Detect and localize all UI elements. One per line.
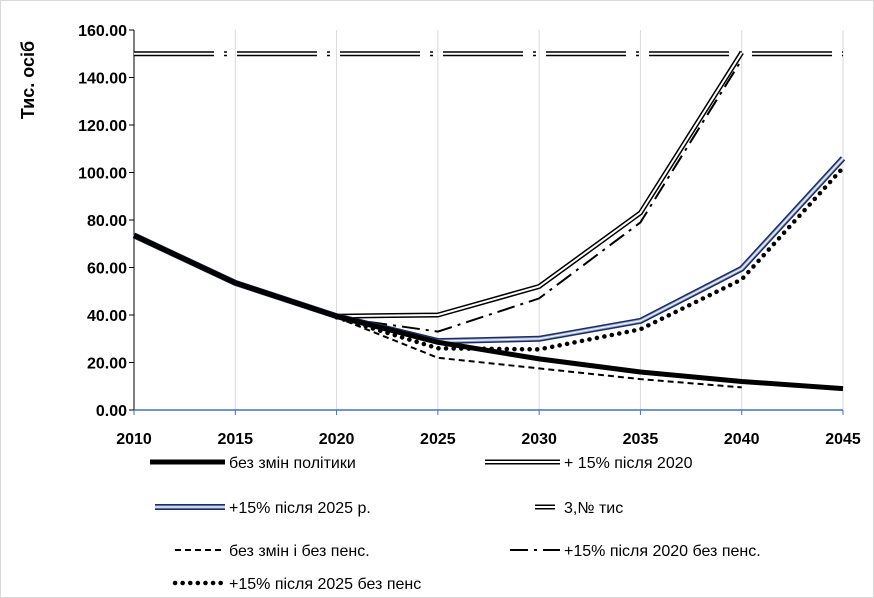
legend-item-5: без змін і без пенс. (175, 543, 370, 560)
series-line-mid (133, 157, 845, 343)
legend-label: без змін і без пенс. (229, 543, 370, 560)
y-axis-label: Тис. осіб (18, 41, 38, 119)
legend-label: 3,№ тис (564, 500, 623, 517)
legend-item-3: +15% після 2025 р. (155, 500, 371, 517)
x-tick-label: 2020 (319, 431, 355, 448)
legend-item-7: +15% після 2025 без пенс (172, 576, 421, 593)
y-tick-label: 60.00 (87, 261, 127, 278)
x-tick-label: 2035 (623, 431, 659, 448)
x-tick-label: 2040 (724, 431, 760, 448)
x-tick-label: 2015 (217, 431, 253, 448)
series-1 (132, 233, 844, 392)
legend-label: +15% після 2025 без пенс (229, 576, 421, 593)
series-5 (336, 316, 742, 389)
legend-item-6: +15% після 2020 без пенс. (510, 543, 761, 560)
y-tick-label: 140.00 (78, 71, 127, 88)
axes (129, 29, 844, 415)
series-line (336, 59, 743, 333)
series-line (336, 316, 742, 389)
y-tick-label: 80.00 (87, 213, 127, 230)
series-line-outer (132, 156, 846, 345)
y-tick-label: 0.00 (96, 403, 127, 420)
legend-item-1: без змін політики (150, 455, 356, 472)
legend-label: +15% після 2020 без пенс. (564, 543, 761, 560)
series-lines (132, 51, 846, 392)
legend-item-4: 3,№ тис (535, 500, 623, 517)
x-tick-label: 2030 (521, 431, 557, 448)
y-tick-label: 120.00 (78, 118, 127, 135)
series-6 (336, 59, 743, 333)
series-7 (334, 165, 846, 352)
legend-item-2: + 15% після 2020 (485, 455, 693, 472)
series-3 (132, 156, 846, 345)
tick-labels: 0.00 20.00 40.00 60.00 80.00 100.00 120.00 140.… (78, 23, 861, 448)
x-tick-label: 2010 (116, 431, 152, 448)
legend-label: без змін політики (229, 455, 356, 472)
legend: без змін політики + 15% після 2020 +15% пі… (150, 455, 761, 593)
y-tick-label: 160.00 (78, 23, 127, 40)
y-tick-label: 20.00 (87, 356, 127, 373)
legend-label: + 15% після 2020 (564, 455, 693, 472)
y-tick-label: 100.00 (78, 166, 127, 183)
legend-label: +15% після 2025 р. (229, 500, 371, 517)
x-tick-label: 2025 (420, 431, 456, 448)
series-line (132, 233, 844, 392)
x-tick-label: 2045 (825, 431, 861, 448)
series-line (334, 165, 846, 352)
y-tick-label: 40.00 (87, 308, 127, 325)
series-line-inner (133, 157, 844, 342)
